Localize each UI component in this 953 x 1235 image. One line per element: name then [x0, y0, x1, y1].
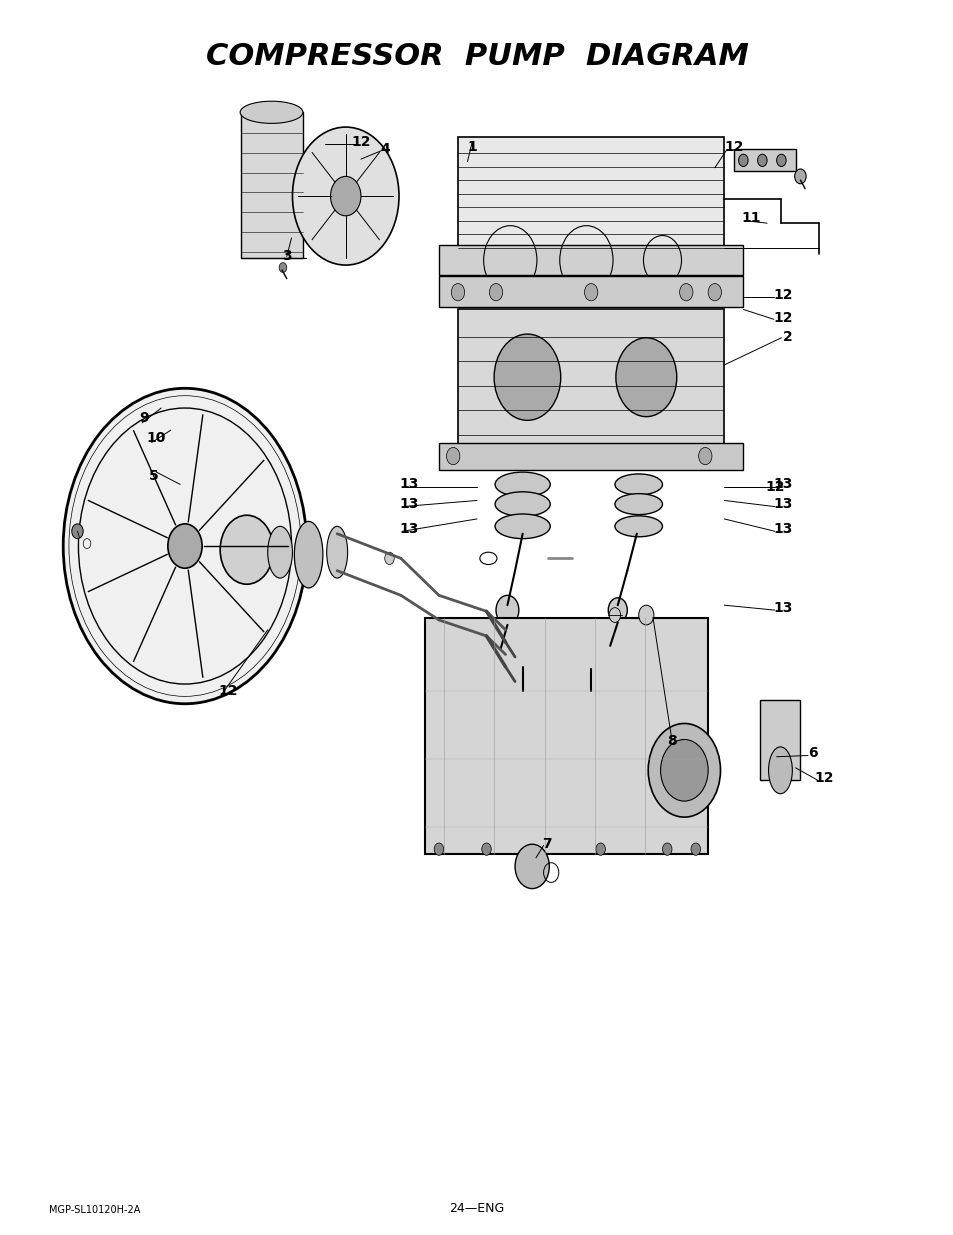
Text: 5: 5	[149, 469, 158, 483]
Circle shape	[71, 524, 83, 538]
Text: 11: 11	[740, 211, 760, 225]
Circle shape	[616, 338, 676, 416]
Text: MGP-SL10120H-2A: MGP-SL10120H-2A	[49, 1205, 140, 1215]
Circle shape	[757, 154, 766, 167]
Text: 13: 13	[773, 600, 792, 615]
Circle shape	[446, 447, 459, 464]
Circle shape	[330, 177, 360, 216]
Text: 3: 3	[282, 249, 292, 263]
Circle shape	[434, 844, 443, 856]
Circle shape	[515, 845, 549, 889]
Ellipse shape	[768, 747, 792, 794]
Circle shape	[451, 284, 464, 301]
Ellipse shape	[615, 516, 661, 537]
Circle shape	[647, 724, 720, 818]
Circle shape	[639, 605, 653, 625]
Ellipse shape	[495, 492, 550, 516]
Text: 12: 12	[723, 140, 743, 154]
Text: 10: 10	[147, 431, 166, 445]
Circle shape	[584, 284, 598, 301]
Circle shape	[738, 154, 747, 167]
Circle shape	[661, 844, 671, 856]
Bar	[241, 112, 303, 258]
Ellipse shape	[502, 645, 523, 688]
Text: 12: 12	[814, 771, 833, 784]
Text: 12: 12	[218, 684, 237, 699]
Text: 12: 12	[773, 311, 793, 325]
Circle shape	[659, 740, 707, 802]
Text: 12: 12	[764, 480, 784, 494]
Circle shape	[279, 263, 287, 273]
Ellipse shape	[495, 472, 550, 496]
Bar	[457, 137, 723, 248]
Bar	[457, 310, 723, 445]
Circle shape	[496, 595, 518, 625]
Circle shape	[509, 647, 524, 667]
Bar	[438, 442, 742, 469]
Text: 24—ENG: 24—ENG	[449, 1202, 504, 1215]
Circle shape	[608, 598, 627, 622]
Ellipse shape	[615, 494, 661, 515]
Text: 13: 13	[398, 498, 418, 511]
Text: 13: 13	[398, 478, 418, 492]
Circle shape	[489, 284, 502, 301]
Circle shape	[690, 844, 700, 856]
Ellipse shape	[268, 526, 293, 578]
Circle shape	[168, 524, 202, 568]
Ellipse shape	[240, 101, 303, 124]
Circle shape	[494, 335, 560, 420]
Text: 6: 6	[807, 746, 817, 760]
Bar	[438, 277, 742, 308]
Ellipse shape	[615, 474, 661, 495]
Bar	[438, 246, 742, 275]
Text: 2: 2	[782, 330, 792, 343]
Circle shape	[609, 608, 620, 622]
Circle shape	[698, 447, 711, 464]
Circle shape	[707, 284, 720, 301]
Bar	[733, 149, 795, 172]
Circle shape	[481, 844, 491, 856]
Bar	[760, 700, 800, 781]
Text: 9: 9	[139, 411, 149, 425]
Text: 12: 12	[773, 288, 793, 301]
Text: 13: 13	[773, 478, 792, 492]
Circle shape	[220, 515, 274, 584]
Text: 8: 8	[666, 734, 677, 747]
Circle shape	[384, 552, 394, 564]
Circle shape	[63, 388, 307, 704]
Text: 4: 4	[379, 142, 390, 157]
Text: 13: 13	[773, 521, 792, 536]
Text: 13: 13	[773, 498, 792, 511]
Circle shape	[596, 844, 605, 856]
Bar	[424, 618, 707, 855]
Ellipse shape	[326, 526, 347, 578]
Circle shape	[776, 154, 785, 167]
Ellipse shape	[294, 521, 322, 588]
Text: 1: 1	[467, 140, 476, 154]
Text: 12: 12	[351, 135, 371, 149]
Circle shape	[679, 284, 692, 301]
Text: 7: 7	[541, 837, 551, 851]
Text: COMPRESSOR  PUMP  DIAGRAM: COMPRESSOR PUMP DIAGRAM	[205, 42, 748, 72]
Text: 13: 13	[398, 521, 418, 536]
Circle shape	[293, 127, 398, 266]
Ellipse shape	[495, 514, 550, 538]
Circle shape	[794, 169, 805, 184]
